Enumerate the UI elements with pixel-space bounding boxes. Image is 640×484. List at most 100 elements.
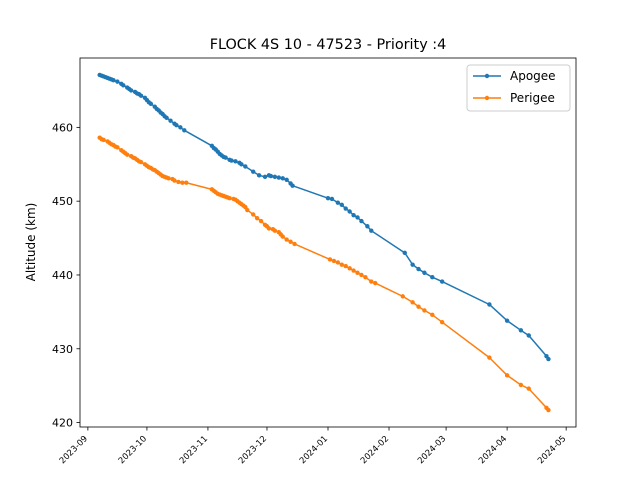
apogee-point bbox=[111, 77, 116, 83]
apogee-point bbox=[430, 274, 435, 280]
legend-apogee-label: Apogee bbox=[510, 69, 556, 83]
apogee-point bbox=[329, 196, 335, 202]
perigee-point bbox=[343, 263, 348, 269]
apogee-point bbox=[164, 115, 169, 120]
legend-perigee-label: Perigee bbox=[510, 91, 555, 105]
apogee-point bbox=[115, 79, 120, 84]
apogee-point bbox=[168, 118, 173, 123]
x-tick-label: 2024-01 bbox=[298, 434, 330, 466]
apogee-point bbox=[148, 101, 154, 106]
apogee-point bbox=[365, 224, 370, 229]
perigee-point bbox=[251, 212, 256, 217]
x-tick-label: 2023-12 bbox=[237, 434, 269, 466]
perigee-point bbox=[125, 152, 130, 157]
perigee-point bbox=[416, 304, 421, 309]
apogee-point bbox=[182, 128, 187, 133]
apogee-point bbox=[262, 174, 268, 180]
perigee-point bbox=[166, 176, 171, 181]
apogee-point bbox=[121, 83, 126, 88]
y-tick-label: 450 bbox=[52, 195, 73, 208]
x-tick-label: 2024-04 bbox=[477, 434, 509, 466]
perigee-point bbox=[258, 218, 264, 224]
series-perigee bbox=[97, 135, 551, 413]
apogee-point bbox=[239, 162, 244, 167]
apogee-point bbox=[351, 212, 356, 218]
apogee-point bbox=[268, 173, 274, 179]
perigee-point bbox=[292, 241, 297, 247]
apogee-point bbox=[359, 218, 364, 224]
perigee-point bbox=[176, 179, 181, 185]
perigee-point bbox=[138, 159, 144, 165]
perigee-point bbox=[526, 386, 531, 391]
apogee-point bbox=[504, 318, 510, 323]
perigee-point bbox=[172, 178, 177, 183]
apogee-point bbox=[284, 177, 289, 182]
series-apogee bbox=[97, 72, 551, 362]
y-tick-label: 460 bbox=[52, 121, 73, 134]
perigee-point bbox=[373, 280, 378, 286]
perigee-point bbox=[400, 294, 405, 299]
perigee-point bbox=[101, 137, 106, 143]
perigee-point bbox=[430, 312, 435, 318]
y-axis-label: Altitude (km) bbox=[24, 203, 38, 282]
x-tick-label: 2023-11 bbox=[178, 434, 210, 466]
apogee-point bbox=[487, 302, 492, 307]
axes-layer: 2023-09 2023-10 2023-11 2023-12 2024-01 2024-… bbox=[52, 57, 577, 466]
legend-apogee-marker bbox=[484, 73, 490, 79]
series-layer bbox=[97, 72, 551, 413]
chart-title: FLOCK 4S 10 - 47523 - Priority :4 bbox=[210, 37, 447, 53]
x-tick-label: 2024-05 bbox=[536, 434, 568, 466]
apogee-point bbox=[174, 122, 179, 128]
apogee-point bbox=[276, 175, 281, 180]
apogee-point bbox=[335, 200, 341, 205]
perigee-point bbox=[288, 239, 293, 244]
apogee-point bbox=[402, 250, 407, 256]
apogee-point bbox=[138, 93, 144, 98]
perigee-point bbox=[331, 258, 337, 264]
apogee-point bbox=[325, 196, 331, 201]
perigee-point bbox=[227, 196, 232, 201]
apogee-point bbox=[343, 206, 348, 211]
apogee-point bbox=[347, 209, 352, 214]
perigee-point bbox=[339, 262, 344, 267]
apogee-point bbox=[251, 169, 256, 174]
apogee-point bbox=[355, 215, 360, 220]
perigee-point bbox=[422, 308, 427, 313]
perigee-point bbox=[359, 272, 364, 278]
apogee-point bbox=[229, 158, 234, 163]
perigee-point bbox=[184, 180, 189, 185]
perigee-point bbox=[284, 237, 289, 242]
x-tick-label: 2023-09 bbox=[58, 434, 90, 466]
plot-frame bbox=[79, 57, 577, 428]
perigee-point bbox=[254, 215, 260, 221]
perigee-point bbox=[369, 279, 374, 284]
x-tick-label: 2024-02 bbox=[359, 434, 391, 466]
legend: Apogee Perigee bbox=[466, 64, 571, 112]
perigee-point bbox=[115, 145, 120, 150]
perigee-point bbox=[272, 228, 278, 233]
apogee-point bbox=[410, 262, 415, 267]
x-tick-label: 2024-03 bbox=[416, 434, 448, 466]
perigee-point bbox=[355, 270, 360, 275]
perigee-point bbox=[245, 207, 250, 213]
apogee-point bbox=[518, 328, 524, 333]
y-tick-label: 440 bbox=[52, 269, 73, 282]
perigee-point bbox=[518, 382, 524, 388]
apogee-point bbox=[339, 202, 344, 208]
perigee-point bbox=[327, 257, 333, 262]
apogee-point bbox=[526, 333, 531, 338]
perigee-point bbox=[487, 355, 492, 360]
legend-perigee-marker bbox=[484, 95, 490, 101]
perigee-point bbox=[347, 266, 352, 271]
perigee-point bbox=[439, 320, 445, 325]
perigee-point bbox=[363, 274, 368, 280]
perigee-point bbox=[546, 407, 551, 413]
apogee-point bbox=[290, 183, 295, 188]
apogee-point bbox=[223, 155, 228, 160]
perigee-point bbox=[280, 234, 285, 239]
perigee-point bbox=[180, 180, 185, 185]
y-tick-label: 420 bbox=[52, 417, 73, 430]
apogee-point bbox=[256, 173, 262, 178]
